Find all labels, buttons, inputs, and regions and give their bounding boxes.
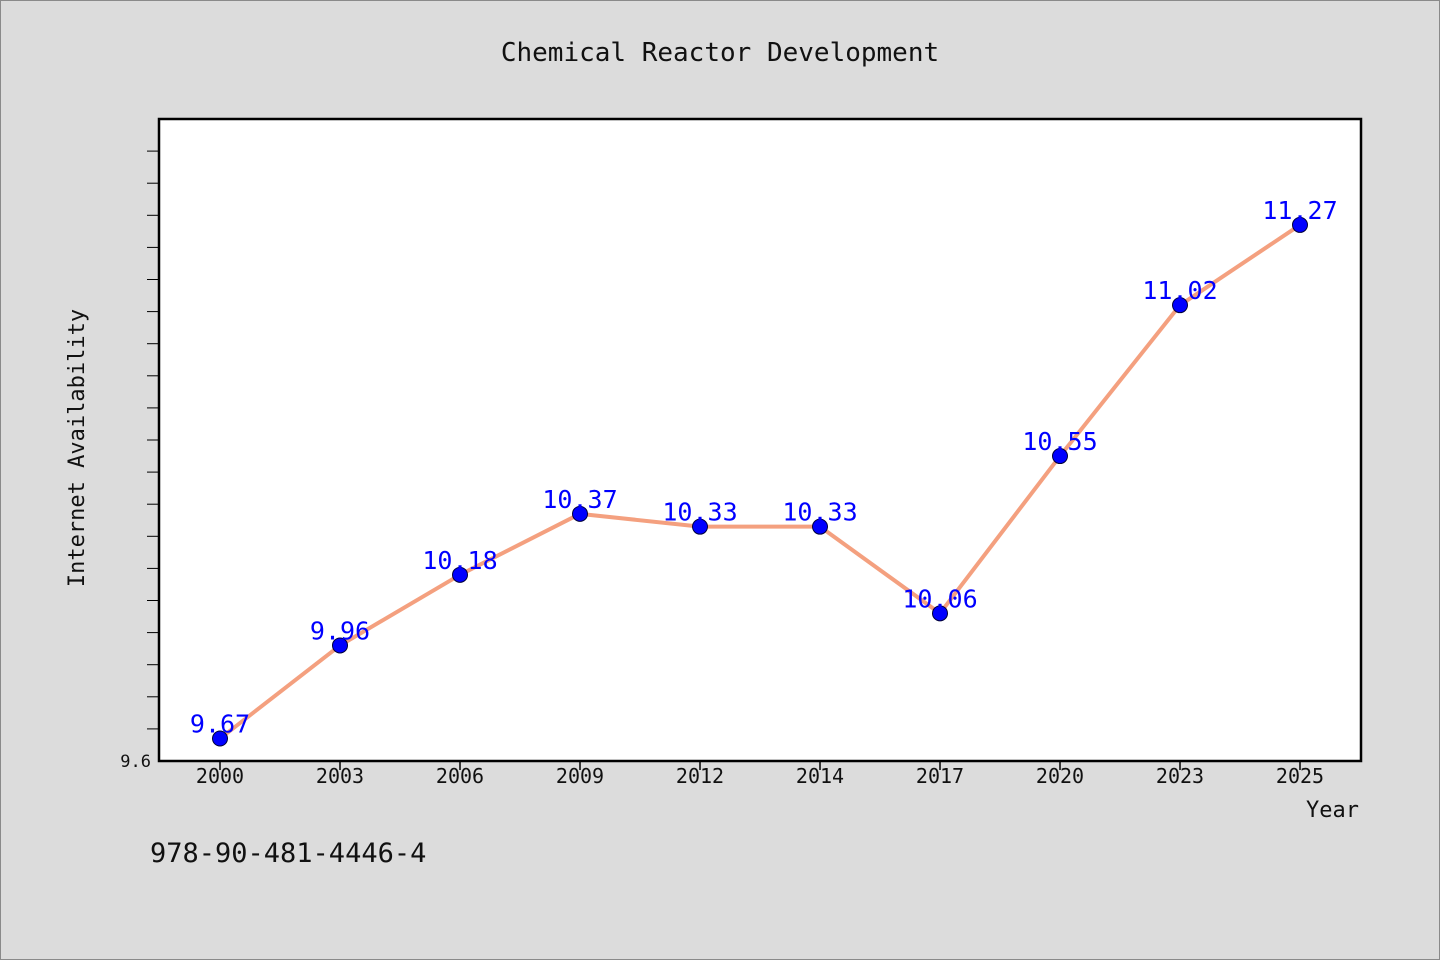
x-tick-label: 2003 [316, 764, 364, 788]
data-label: 9.67 [190, 710, 250, 739]
x-tick-label: 2020 [1036, 764, 1084, 788]
data-label: 9.96 [310, 616, 370, 645]
series-group [212, 216, 1308, 747]
data-point [212, 730, 228, 747]
series-line [218, 223, 1302, 741]
x-tick-label: 2012 [676, 764, 724, 788]
data-point [452, 566, 468, 583]
data-label: 10.18 [422, 546, 497, 575]
data-label: 10.33 [782, 498, 857, 527]
x-tick-label: 2009 [556, 764, 604, 788]
chart-title: Chemical Reactor Development [501, 38, 939, 68]
data-point [932, 605, 948, 622]
x-tick-label: 2000 [196, 764, 244, 788]
x-tick-label: 2025 [1276, 764, 1324, 788]
data-point [1172, 297, 1188, 314]
data-point [572, 505, 588, 522]
data-label: 10.55 [1022, 427, 1097, 456]
data-label: 11.27 [1262, 196, 1337, 225]
x-axis-ticks: 2000 2003 2006 2009 2012 2014 2017 2020 2023 2025 [196, 761, 1324, 788]
data-point [332, 637, 348, 654]
data-point [1292, 216, 1308, 233]
y-tick-label: 9.6 [120, 752, 151, 772]
data-label: 11.02 [1142, 276, 1217, 305]
data-label: 10.06 [902, 584, 977, 613]
isbn-text: 978-90-481-4446-4 [150, 838, 426, 869]
data-point [1052, 448, 1068, 465]
x-axis-label: Year [1306, 798, 1359, 823]
data-point [692, 518, 708, 535]
data-label: 10.33 [662, 498, 737, 527]
data-label-group: 9.67 9.96 10.18 10.37 10.33 10.33 10.06 10.55 11… [190, 196, 1338, 739]
x-tick-label: 2017 [916, 764, 964, 788]
plot-area [157, 117, 1363, 763]
y-axis-ticks: 9.6 [120, 150, 159, 772]
x-tick-label: 2006 [436, 764, 484, 788]
y-axis-label: Internet Availability [65, 309, 90, 587]
x-tick-label: 2023 [1156, 764, 1204, 788]
x-tick-label: 2014 [796, 764, 844, 788]
data-label: 10.37 [542, 485, 617, 514]
data-point [812, 518, 828, 535]
